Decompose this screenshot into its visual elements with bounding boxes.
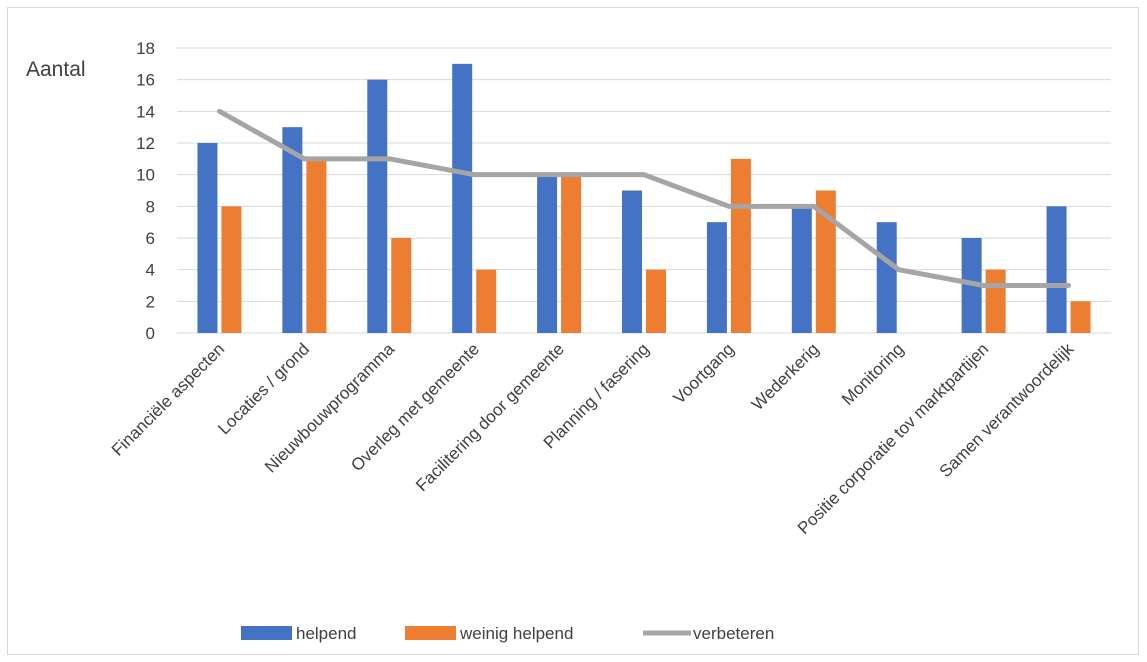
y-tick-label-5: 10 <box>136 166 155 185</box>
bar-helpend-7 <box>791 206 812 333</box>
bar-helpend-1 <box>282 127 303 334</box>
gridlines <box>177 47 1111 334</box>
y-tick-label-7: 14 <box>136 102 155 121</box>
y-tick-labels: 0 2 4 6 8 10 12 14 16 18 <box>136 39 155 343</box>
y-tick-label-0: 0 <box>146 324 155 343</box>
bar-weinig-helpend-2 <box>391 238 412 333</box>
bar-weinig-helpend-0 <box>221 206 242 333</box>
y-tick-label-3: 6 <box>146 229 155 248</box>
bar-helpend-10 <box>1046 206 1067 333</box>
bar-helpend-3 <box>452 63 473 333</box>
legend-swatch-1 <box>405 626 456 640</box>
y-tick-label-8: 16 <box>136 71 155 90</box>
bar-weinig-helpend-1 <box>306 158 327 333</box>
bar-weinig-helpend-7 <box>815 190 836 333</box>
y-tick-label-9: 18 <box>136 39 155 58</box>
bar-weinig-helpend-6 <box>730 158 751 333</box>
x-tick-label-7: Wederkerig <box>748 339 823 414</box>
x-tick-label-6: Voortgang <box>669 339 737 407</box>
y-tick-label-2: 4 <box>146 261 155 280</box>
bar-weinig-helpend-4 <box>561 174 582 333</box>
y-tick-label-6: 12 <box>136 134 155 153</box>
bar-helpend-8 <box>876 222 897 333</box>
bar-helpend-0 <box>197 143 218 333</box>
bar-weinig-helpend-9 <box>985 269 1006 333</box>
line-verbeteren <box>216 108 1072 288</box>
legend-label-1: weinig helpend <box>459 624 573 643</box>
line-series <box>216 108 1072 288</box>
bar-weinig-helpend-3 <box>476 269 497 333</box>
bars <box>197 63 1091 334</box>
bar-weinig-helpend-5 <box>646 269 666 333</box>
legend-label-0: helpend <box>296 624 357 643</box>
y-axis-title: Aantal <box>26 58 86 81</box>
bar-helpend-5 <box>622 190 642 333</box>
y-tick-label-4: 8 <box>146 197 155 216</box>
bar-helpend-2 <box>367 79 388 334</box>
x-tick-label-1: Locaties / grond <box>214 339 313 438</box>
bar-helpend-4 <box>537 174 558 333</box>
x-tick-label-4: Facilitering door gemeente <box>412 339 568 495</box>
bar-weinig-helpend-10 <box>1070 301 1091 333</box>
bar-helpend-6 <box>706 222 727 333</box>
legend-label-2: verbeteren <box>693 624 774 643</box>
y-tick-label-1: 2 <box>146 292 155 311</box>
legend-swatch-0 <box>241 626 292 640</box>
x-tick-label-9: Positie corporatie tov marktpartijen <box>794 339 993 538</box>
x-tick-label-0: Financiële aspecten <box>108 339 228 459</box>
legend: helpend weinig helpend verbeteren <box>241 624 774 643</box>
x-tick-label-8: Monitoring <box>838 339 908 409</box>
